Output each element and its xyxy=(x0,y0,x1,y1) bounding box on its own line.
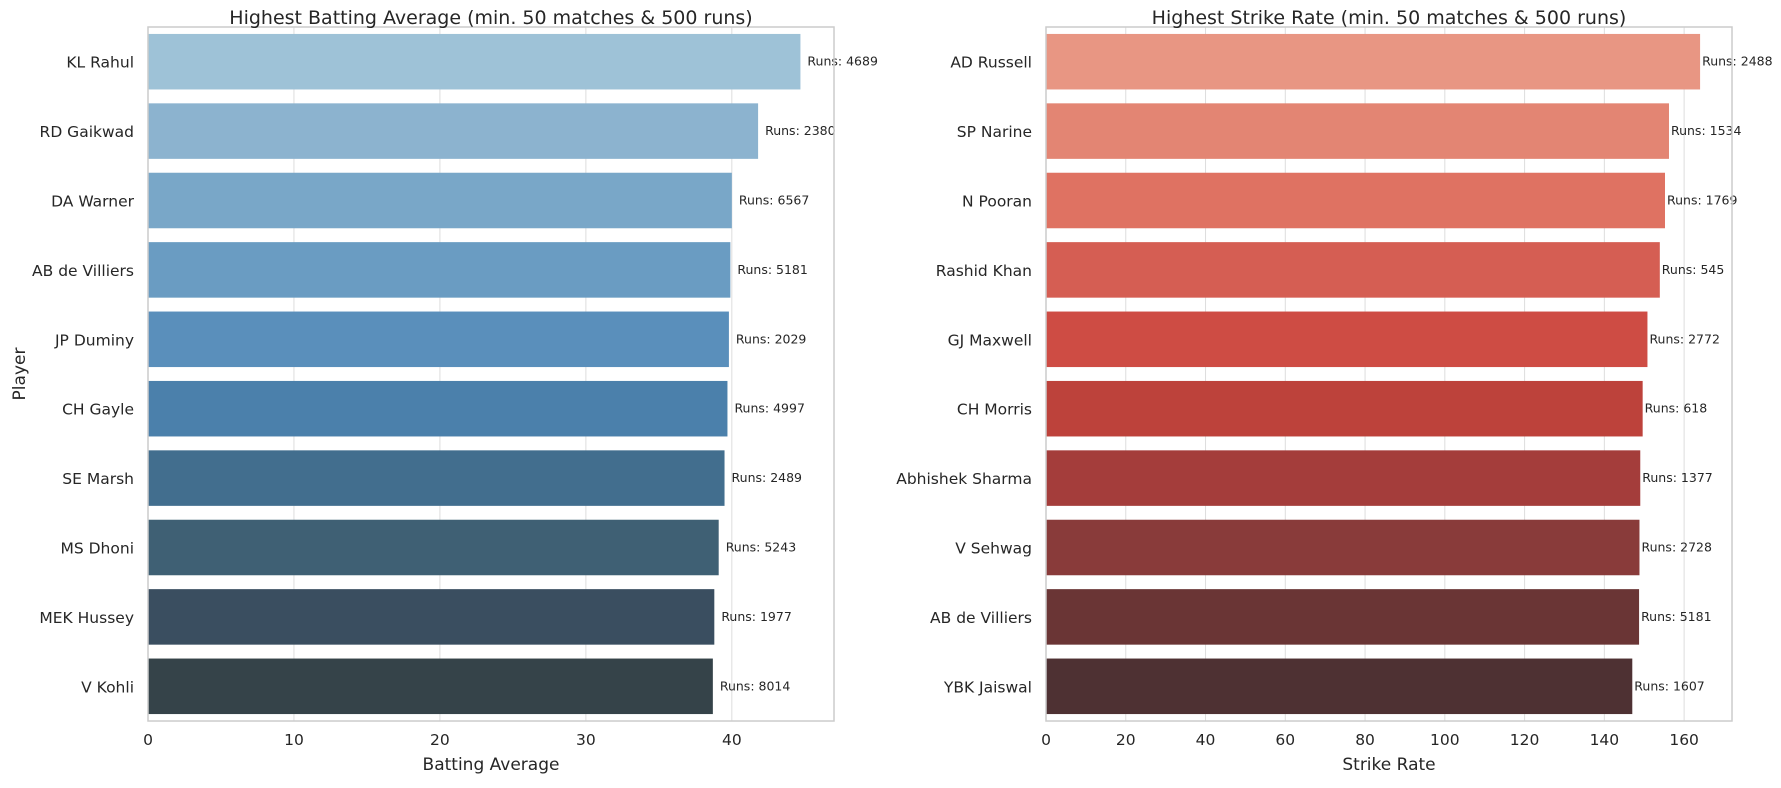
data-label: Runs: 1769 xyxy=(1667,193,1738,208)
tick-label: 0 xyxy=(143,731,153,749)
y-axis-label: Player xyxy=(10,348,30,401)
bar xyxy=(1046,658,1633,715)
chart-title: Highest Strike Rate (min. 50 matches & 5… xyxy=(1152,7,1627,29)
bar xyxy=(148,380,728,437)
tick-label: 20 xyxy=(1116,731,1136,749)
axes-frame xyxy=(147,26,835,722)
category-label: RD Gaikwad xyxy=(40,123,134,141)
data-label: Runs: 4689 xyxy=(807,54,878,69)
data-label: Runs: 1977 xyxy=(721,609,791,624)
bar xyxy=(148,589,715,645)
bar xyxy=(1046,589,1640,645)
bar xyxy=(1046,33,1701,90)
data-label: Runs: 1377 xyxy=(1642,470,1712,485)
tick-label: 100 xyxy=(1430,731,1460,749)
tick-label: 0 xyxy=(1041,731,1051,749)
tick-label: 40 xyxy=(1196,731,1216,749)
category-label: MS Dhoni xyxy=(60,540,134,558)
category-label: SE Marsh xyxy=(62,470,134,488)
bar xyxy=(1046,450,1641,506)
data-label: Runs: 1607 xyxy=(1634,678,1704,693)
axes-frame xyxy=(1045,26,1733,722)
bar xyxy=(1046,519,1640,576)
strike-rate-chart: Runs: 2488 AD Russell Runs: 1534 SP Narine R… xyxy=(896,7,1772,775)
x-axis-label: Strike Rate xyxy=(1342,755,1435,775)
bar xyxy=(148,172,732,229)
data-label: Runs: 1534 xyxy=(1671,123,1742,138)
bar xyxy=(148,103,759,159)
category-label: DA Warner xyxy=(51,193,134,211)
data-label: Runs: 618 xyxy=(1645,401,1708,416)
tick-label: 30 xyxy=(576,731,596,749)
data-label: Runs: 545 xyxy=(1662,262,1725,277)
category-label: YBK Jaiswal xyxy=(943,678,1032,696)
category-label: Abhishek Sharma xyxy=(896,470,1032,488)
batting-chart: Runs: 4689 KL Rahul Runs: 2380 RD Gaikwad Ru… xyxy=(10,7,878,775)
bar xyxy=(148,33,801,90)
data-label: Runs: 2380 xyxy=(765,123,836,138)
category-label: AD Russell xyxy=(950,54,1032,72)
data-label: Runs: 2772 xyxy=(1649,331,1719,346)
data-label: Runs: 5181 xyxy=(737,262,807,277)
category-label: AB de Villiers xyxy=(930,609,1032,627)
tick-label: 40 xyxy=(722,731,742,749)
x-axis-label: Batting Average xyxy=(423,755,560,775)
tick-label: 60 xyxy=(1275,731,1295,749)
category-label: JP Duminy xyxy=(54,331,134,349)
bar xyxy=(1046,172,1665,229)
data-label: Runs: 5181 xyxy=(1641,609,1711,624)
data-label: Runs: 5243 xyxy=(726,540,796,555)
data-label: Runs: 2489 xyxy=(732,470,803,485)
tick-label: 80 xyxy=(1355,731,1375,749)
category-label: V Sehwag xyxy=(955,540,1032,558)
category-label: V Kohli xyxy=(81,678,134,696)
category-label: CH Gayle xyxy=(62,401,134,419)
data-label: Runs: 6567 xyxy=(739,193,809,208)
category-label: Rashid Khan xyxy=(936,262,1032,280)
data-label: Runs: 2728 xyxy=(1641,540,1712,555)
data-label: Runs: 8014 xyxy=(720,678,791,693)
bar xyxy=(1046,311,1648,368)
category-label: GJ Maxwell xyxy=(948,331,1032,349)
tick-label: 160 xyxy=(1669,731,1699,749)
bar xyxy=(1046,103,1669,159)
tick-label: 20 xyxy=(430,731,450,749)
tick-label: 120 xyxy=(1510,731,1540,749)
tick-label: 140 xyxy=(1590,731,1620,749)
bar xyxy=(148,311,729,368)
category-label: N Pooran xyxy=(962,193,1032,211)
category-label: KL Rahul xyxy=(66,54,134,72)
tick-label: 10 xyxy=(284,731,304,749)
bar xyxy=(148,450,725,506)
data-label: Runs: 2488 xyxy=(1702,54,1773,69)
bar xyxy=(148,519,719,576)
category-label: CH Morris xyxy=(957,401,1032,419)
bar xyxy=(148,242,731,298)
category-label: SP Narine xyxy=(957,123,1032,141)
category-label: MEK Hussey xyxy=(39,609,134,627)
category-label: AB de Villiers xyxy=(32,262,134,280)
bar xyxy=(148,658,713,715)
bar xyxy=(1046,380,1643,437)
bar xyxy=(1046,242,1660,298)
data-label: Runs: 2029 xyxy=(736,331,807,346)
data-label: Runs: 4997 xyxy=(734,401,804,416)
chart-title: Highest Batting Average (min. 50 matches… xyxy=(229,7,752,29)
